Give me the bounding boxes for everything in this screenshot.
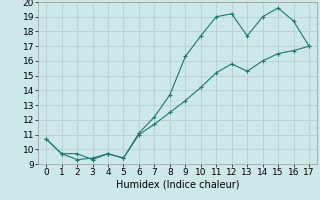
X-axis label: Humidex (Indice chaleur): Humidex (Indice chaleur) (116, 180, 239, 190)
